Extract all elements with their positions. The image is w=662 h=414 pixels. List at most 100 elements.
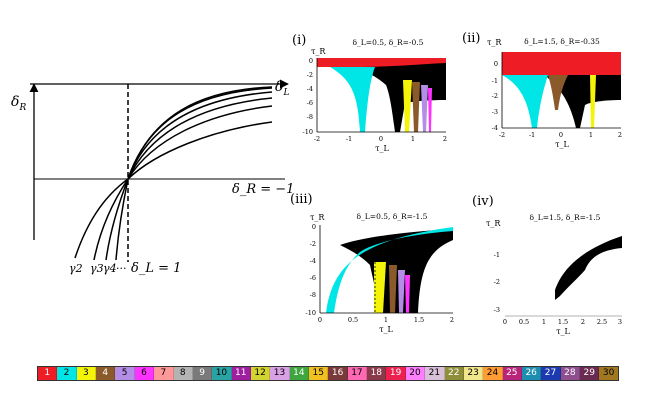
x-tick-label: 1.5: [558, 318, 568, 326]
x-tick-label: -2: [314, 135, 320, 143]
x-tick-label: 2: [581, 318, 585, 326]
gamma-curve-low-2: [74, 178, 129, 259]
plot-area: [555, 236, 622, 300]
panel-iii: (iii) δ_L=0.5, δ_R=-1.5 τ_R 0 -2 -4 -6 -…: [290, 192, 454, 334]
legend-cell-30: 30: [599, 367, 618, 380]
gamma-curve-4: [127, 105, 273, 180]
y-tick-label: -3: [494, 306, 500, 314]
period-3-region: [590, 75, 596, 128]
legend-cell-19: 19: [386, 367, 406, 380]
plot-area: [502, 52, 621, 128]
y-tick-label: 0: [309, 57, 313, 65]
x-axis-label: δL: [275, 79, 289, 98]
legend-cell-3: 3: [76, 367, 97, 380]
gamma-curve-2: [127, 91, 273, 180]
period-3-region: [374, 262, 386, 313]
legend-cell-15: 15: [309, 367, 329, 380]
legend-cell-16: 16: [328, 367, 348, 380]
chaos-region: [352, 63, 446, 132]
y-tick-label: 0: [494, 60, 498, 68]
period-6-region: [405, 275, 410, 313]
legend-cell-29: 29: [580, 367, 600, 380]
legend-cell-8: 8: [173, 367, 193, 380]
legend-cell-17: 17: [347, 367, 368, 380]
panel-label: (iii): [290, 192, 313, 207]
legend-cell-18: 18: [367, 367, 387, 380]
x-tick-label: 1.5: [414, 316, 424, 324]
chaos-region: [545, 75, 621, 128]
legend-cell-6: 6: [134, 367, 155, 380]
period-1-region: [317, 58, 446, 67]
period-4-region: [389, 265, 397, 313]
legend-cell-9: 9: [192, 367, 213, 380]
legend-cell-12: 12: [250, 367, 271, 380]
legend-cell-21: 21: [425, 367, 445, 380]
x-tick-label: 2: [443, 135, 447, 143]
panel-iv: (iv) δ_L=1.5, δ_R=-1.5 τ_R -1 -2 -3 0 0.…: [472, 194, 622, 336]
x-tick-label: 3: [618, 318, 622, 326]
gamma-curve-low-3: [93, 178, 129, 261]
legend-cell-13: 13: [270, 367, 290, 380]
period-4-region: [412, 82, 420, 132]
y-tick-label: -2: [492, 92, 498, 100]
vline-label: δ_L = 1: [131, 261, 181, 276]
y-axis-title: τ_R: [486, 219, 501, 228]
y-axis-title: τ_R: [311, 47, 326, 56]
period-5-region: [398, 270, 405, 313]
x-tick-label: -1: [529, 131, 535, 139]
legend-cell-22: 22: [444, 367, 464, 380]
x-axis-title: τ_L: [555, 140, 569, 149]
legend-cell-11: 11: [231, 367, 251, 380]
x-axis-title: τ_L: [556, 327, 570, 336]
panel-title: δ_L=0.5, δ_R=-0.5: [353, 38, 424, 47]
legend-cell-24: 24: [483, 367, 503, 380]
period-6-region: [428, 88, 432, 132]
panel-label: (iv): [472, 194, 494, 209]
gamma-curve-3: [127, 97, 273, 180]
x-tick-label: 1: [411, 135, 415, 143]
legend-cell-1: 1: [38, 367, 58, 380]
plot-area: [326, 227, 453, 313]
y-tick-label: -4: [492, 124, 498, 132]
y-tick-label: -2: [494, 278, 500, 286]
panel-title: δ_L=1.5, δ_R=-1.5: [530, 213, 601, 222]
curve-label-gamma4: γ4: [103, 262, 117, 275]
legend-cell-27: 27: [541, 367, 561, 380]
y-tick-label: 0: [312, 223, 316, 231]
y-tick-label: -10: [303, 128, 313, 136]
y-tick-label: -10: [306, 309, 316, 317]
period-2-region: [502, 75, 548, 128]
legend-cell-4: 4: [96, 367, 116, 380]
curve-label-gamma3: γ3: [90, 262, 104, 275]
plot-area: [317, 58, 446, 132]
legend-cell-26: 26: [521, 367, 542, 380]
x-tick-label: -1: [346, 135, 352, 143]
legend-cell-28: 28: [560, 367, 581, 380]
y-tick-label: -2: [310, 240, 316, 248]
legend-cell-7: 7: [154, 367, 174, 380]
legend-cell-5: 5: [115, 367, 135, 380]
y-tick-label: -1: [494, 251, 500, 259]
panel-i: (i) δ_L=0.5, δ_R=-0.5 τ_R 0 -2 -4 -6 -8 …: [292, 33, 447, 153]
period-5-region: [421, 85, 428, 132]
x-tick-label: 0: [503, 318, 507, 326]
x-tick-label: 1: [384, 316, 388, 324]
period-4-region: [548, 75, 568, 110]
y-tick-label: -1: [492, 77, 498, 85]
x-tick-label: 2: [450, 316, 454, 324]
gamma-curves: [74, 86, 273, 261]
y-axis-label: δR: [11, 94, 26, 113]
chaos-region: [555, 236, 622, 300]
panel-ii: (ii) δ_L=1.5, δ_R=-0.35 τ_R 0 -1 -2 -3 -…: [462, 31, 622, 149]
gamma-curve-6: [127, 86, 273, 180]
x-tick-label: 0: [559, 131, 563, 139]
x-tick-label: 2: [618, 131, 622, 139]
gamma-curve-low-4: [105, 178, 129, 261]
y-tick-label: -4: [310, 257, 316, 265]
x-axis-title: τ_L: [375, 144, 389, 153]
y-tick-label: -8: [307, 113, 313, 121]
x-axis-title: τ_L: [379, 325, 393, 334]
x-tick-label: 2.5: [597, 318, 607, 326]
y-tick-label: -4: [307, 85, 313, 93]
